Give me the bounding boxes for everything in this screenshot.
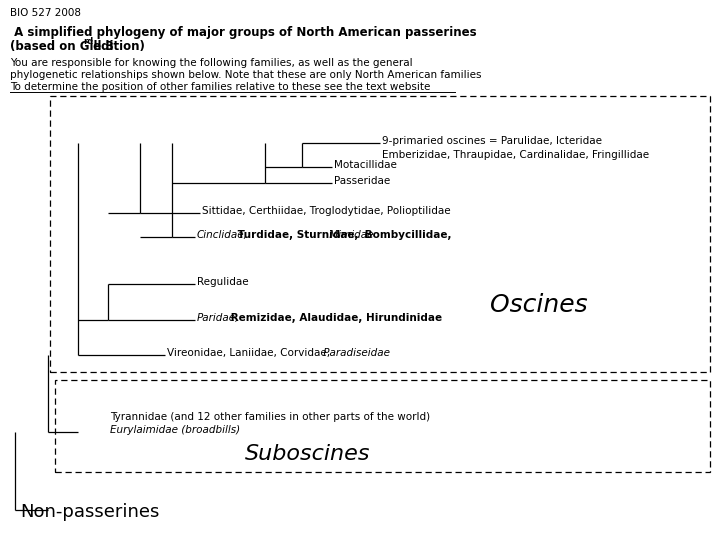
Text: Cinclidae,: Cinclidae,	[197, 230, 248, 240]
Text: Turdidae, Sturnidae,: Turdidae, Sturnidae,	[234, 230, 359, 240]
Text: BIO 527 2008: BIO 527 2008	[10, 8, 81, 18]
Text: A simplified phylogeny of major groups of North American passerines: A simplified phylogeny of major groups o…	[10, 26, 477, 39]
Text: You are responsible for knowing the following families, as well as the general: You are responsible for knowing the foll…	[10, 58, 413, 68]
Text: Bombycillidae,: Bombycillidae,	[361, 230, 451, 240]
Text: Motacillidae: Motacillidae	[334, 160, 397, 170]
Text: Passeridae: Passeridae	[334, 176, 390, 186]
Text: Tyrannidae (and 12 other families in other parts of the world): Tyrannidae (and 12 other families in oth…	[110, 412, 430, 422]
Text: Emberizidae, Thraupidae, Cardinalidae, Fringillidae: Emberizidae, Thraupidae, Cardinalidae, F…	[382, 150, 649, 160]
Text: Oscines: Oscines	[490, 293, 588, 317]
Text: Sittidae, Certhiidae, Troglodytidae, Polioptilidae: Sittidae, Certhiidae, Troglodytidae, Pol…	[202, 206, 451, 216]
Text: Vireonidae, Laniidae, Corvidae,: Vireonidae, Laniidae, Corvidae,	[167, 348, 330, 358]
Text: rd: rd	[83, 37, 94, 46]
Text: Regulidae: Regulidae	[197, 277, 248, 287]
Text: Paradiseidae: Paradiseidae	[320, 348, 390, 358]
Text: (based on Gill 3: (based on Gill 3	[10, 40, 114, 53]
Text: Eurylaimidae (broadbills): Eurylaimidae (broadbills)	[110, 425, 240, 435]
Text: Remizidae, Alaudidae, Hirundinidae: Remizidae, Alaudidae, Hirundinidae	[227, 313, 442, 323]
Text: 9-primaried oscines = Parulidae, Icteridae: 9-primaried oscines = Parulidae, Icterid…	[382, 136, 602, 146]
Text: Non-passerines: Non-passerines	[20, 503, 159, 521]
Text: phylogenetic relationships shown below. Note that these are only North American : phylogenetic relationships shown below. …	[10, 70, 482, 80]
Bar	[50, 96, 710, 372]
Text: Paridae,: Paridae,	[197, 313, 239, 323]
Text: Suboscines: Suboscines	[245, 444, 371, 464]
Text: edition): edition)	[89, 40, 145, 53]
Text: Mimidae: Mimidae	[326, 230, 374, 240]
Text: To determine the position of other families relative to these see the text websi: To determine the position of other famil…	[10, 82, 431, 92]
Bar	[55, 380, 710, 472]
